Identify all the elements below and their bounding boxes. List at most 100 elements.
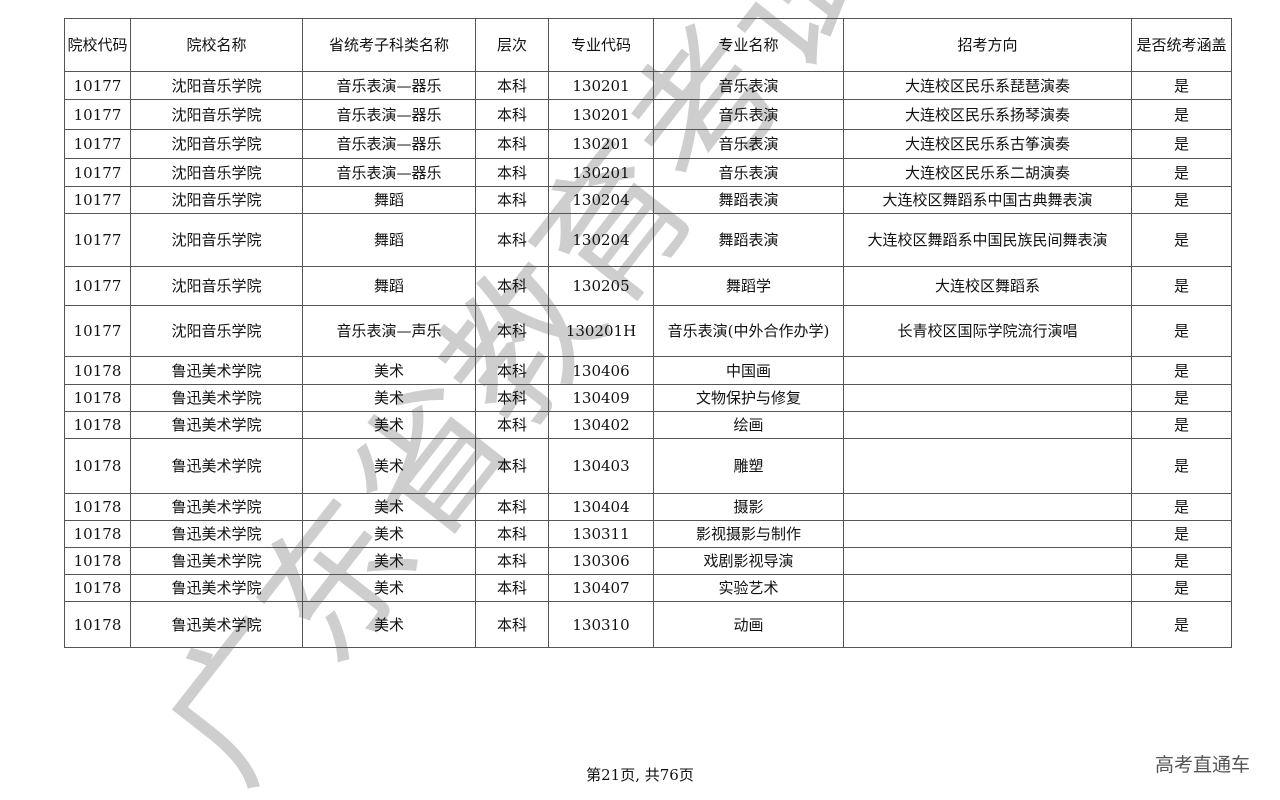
table-cell: 是 xyxy=(1131,213,1232,267)
table-cell xyxy=(843,520,1132,548)
table-cell: 130404 xyxy=(548,493,654,521)
table-row: 10178 鲁迅美术学院 美术 本科 130406 中国画 是 xyxy=(64,356,1232,385)
table-cell: 10178 xyxy=(64,493,131,521)
table-cell: 本科 xyxy=(475,493,549,521)
table-cell: 10177 xyxy=(64,158,131,187)
table-cell: 音乐表演—声乐 xyxy=(302,305,476,357)
table-cell: 130201 xyxy=(548,129,654,159)
table-cell: 沈阳音乐学院 xyxy=(130,99,303,130)
table-cell: 130402 xyxy=(548,411,654,439)
table-cell: 舞蹈表演 xyxy=(653,186,844,214)
table-cell: 是 xyxy=(1131,547,1232,575)
table-cell: 美术 xyxy=(302,356,476,385)
table-cell: 130201 xyxy=(548,99,654,130)
table-cell: 10178 xyxy=(64,384,131,412)
table-cell xyxy=(843,493,1132,521)
table-row: 10177 沈阳音乐学院 音乐表演—器乐 本科 130201 音乐表演 大连校区民乐系琵琶演… xyxy=(64,71,1232,100)
table-cell: 沈阳音乐学院 xyxy=(130,305,303,357)
table-cell: 10177 xyxy=(64,129,131,159)
table-cell: 130311 xyxy=(548,520,654,548)
column-header: 专业名称 xyxy=(653,18,844,72)
table-cell: 本科 xyxy=(475,601,549,648)
table-cell: 鲁迅美术学院 xyxy=(130,411,303,439)
table-cell: 10178 xyxy=(64,520,131,548)
table-cell: 美术 xyxy=(302,438,476,494)
table-cell: 大连校区舞蹈系中国民族民间舞表演 xyxy=(843,213,1132,267)
table-row: 10177 沈阳音乐学院 舞蹈 本科 130204 舞蹈表演 大连校区舞蹈系中国古典舞表演是 xyxy=(64,186,1232,214)
brand-logo-text: 高考直通车 xyxy=(1154,754,1250,776)
table-row: 10177 沈阳音乐学院 音乐表演—器乐 本科 130201 音乐表演 大连校区民乐系二胡演… xyxy=(64,158,1232,187)
table-cell: 动画 xyxy=(653,601,844,648)
table-cell: 130403 xyxy=(548,438,654,494)
table-cell: 音乐表演—器乐 xyxy=(302,158,476,187)
table-cell: 130201 xyxy=(548,158,654,187)
table-cell xyxy=(843,411,1132,439)
table-row: 10178 鲁迅美术学院 美术 本科 130306 戏剧影视导演 是 xyxy=(64,547,1232,575)
table-cell: 130407 xyxy=(548,574,654,602)
table-cell: 美术 xyxy=(302,520,476,548)
table-cell: 本科 xyxy=(475,574,549,602)
table-cell: 沈阳音乐学院 xyxy=(130,266,303,306)
table-cell: 10178 xyxy=(64,356,131,385)
table-cell: 大连校区民乐系琵琶演奏 xyxy=(843,71,1132,100)
table-cell: 130204 xyxy=(548,213,654,267)
table-cell: 美术 xyxy=(302,384,476,412)
table-cell: 130201 xyxy=(548,71,654,100)
table-cell: 鲁迅美术学院 xyxy=(130,574,303,602)
table-cell: 文物保护与修复 xyxy=(653,384,844,412)
table-cell: 10178 xyxy=(64,547,131,575)
table-cell: 是 xyxy=(1131,71,1232,100)
table-cell: 10178 xyxy=(64,574,131,602)
table-cell: 沈阳音乐学院 xyxy=(130,213,303,267)
table-cell: 影视摄影与制作 xyxy=(653,520,844,548)
table-row: 10177 沈阳音乐学院 音乐表演—器乐 本科 130201 音乐表演 大连校区民乐系古筝演… xyxy=(64,129,1232,159)
table-cell: 实验艺术 xyxy=(653,574,844,602)
table-cell: 本科 xyxy=(475,129,549,159)
column-header: 招考方向 xyxy=(843,18,1132,72)
table-cell: 是 xyxy=(1131,384,1232,412)
table-cell: 摄影 xyxy=(653,493,844,521)
table-cell: 10178 xyxy=(64,601,131,648)
table-cell: 本科 xyxy=(475,99,549,130)
table-cell xyxy=(843,547,1132,575)
table-cell: 沈阳音乐学院 xyxy=(130,158,303,187)
table-cell: 是 xyxy=(1131,574,1232,602)
table-cell: 鲁迅美术学院 xyxy=(130,547,303,575)
table-cell xyxy=(843,601,1132,648)
table-cell: 130310 xyxy=(548,601,654,648)
table-cell: 美术 xyxy=(302,547,476,575)
column-header: 专业代码 xyxy=(548,18,654,72)
table-cell xyxy=(843,384,1132,412)
table-cell: 130205 xyxy=(548,266,654,306)
table-row: 10178 鲁迅美术学院 美术 本科 130311 影视摄影与制作 是 xyxy=(64,520,1232,548)
table-cell: 10177 xyxy=(64,186,131,214)
table-cell: 10178 xyxy=(64,411,131,439)
table-cell: 美术 xyxy=(302,493,476,521)
table-cell: 是 xyxy=(1131,438,1232,494)
table-cell: 本科 xyxy=(475,520,549,548)
table-cell: 130204 xyxy=(548,186,654,214)
table-cell: 绘画 xyxy=(653,411,844,439)
table-cell: 大连校区舞蹈系中国古典舞表演 xyxy=(843,186,1132,214)
table-cell: 是 xyxy=(1131,356,1232,385)
column-header: 院校名称 xyxy=(130,18,303,72)
table-cell: 音乐表演(中外合作办学) xyxy=(653,305,844,357)
table-cell: 130201H xyxy=(548,305,654,357)
table-cell: 是 xyxy=(1131,520,1232,548)
table-row: 10178 鲁迅美术学院 美术 本科 130310 动画 是 xyxy=(64,601,1232,648)
table-cell: 10177 xyxy=(64,71,131,100)
table-cell: 音乐表演 xyxy=(653,71,844,100)
table-row: 10177 沈阳音乐学院 舞蹈 本科 130204 舞蹈表演 大连校区舞蹈系中国民族民间舞表… xyxy=(64,213,1232,267)
table-cell: 大连校区民乐系二胡演奏 xyxy=(843,158,1132,187)
table-cell: 舞蹈 xyxy=(302,213,476,267)
table-cell: 沈阳音乐学院 xyxy=(130,129,303,159)
table-cell: 大连校区民乐系扬琴演奏 xyxy=(843,99,1132,130)
table-cell: 音乐表演 xyxy=(653,129,844,159)
table-row: 10178 鲁迅美术学院 美术 本科 130404 摄影 是 xyxy=(64,493,1232,521)
admissions-table: 院校代码 院校名称 省统考子科类名称 层次 专业代码 专业名称 招考方向 是否统考涵盖 1017… xyxy=(64,18,1232,648)
table-cell: 是 xyxy=(1131,99,1232,130)
table-cell: 130409 xyxy=(548,384,654,412)
table-cell: 本科 xyxy=(475,266,549,306)
table-cell: 本科 xyxy=(475,438,549,494)
table-cell: 美术 xyxy=(302,601,476,648)
